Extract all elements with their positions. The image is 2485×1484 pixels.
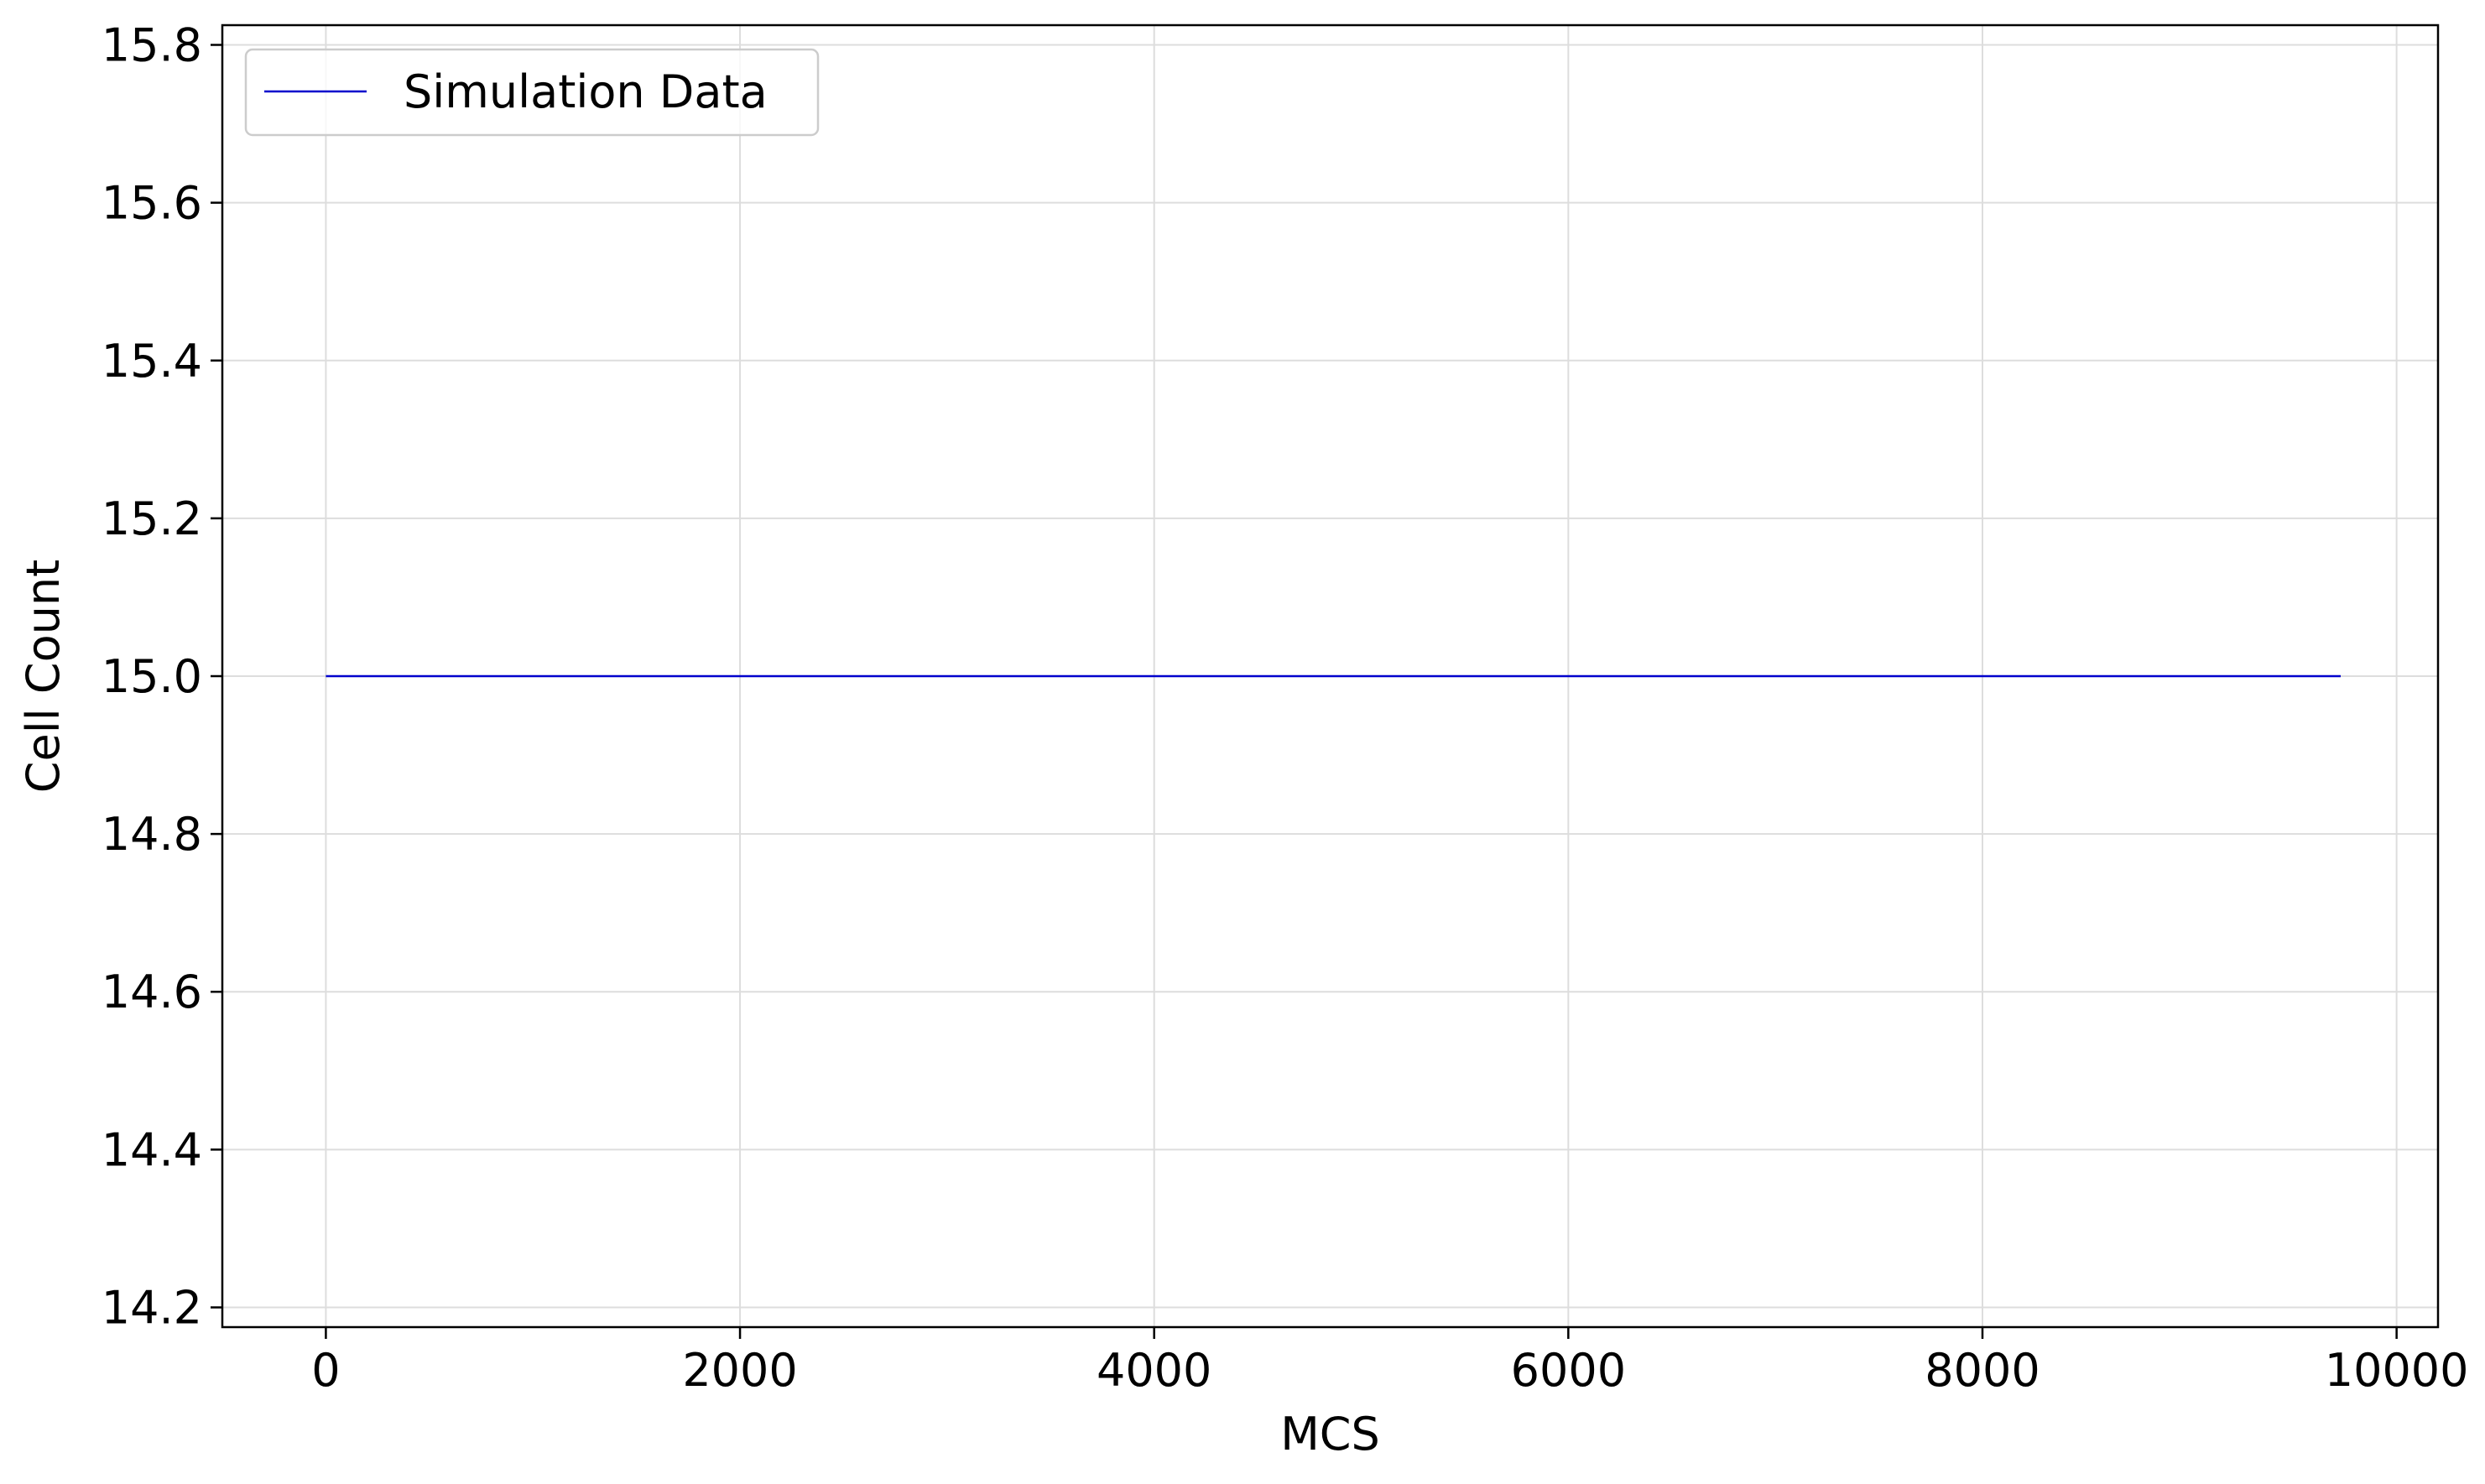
y-tick-label: 15.2	[102, 492, 202, 545]
x-tick-label: 2000	[682, 1344, 797, 1397]
legend: Simulation Data	[244, 48, 820, 137]
y-tick-label: 15.8	[102, 19, 202, 72]
y-axis-label: Cell Count	[17, 560, 70, 793]
y-tick-label: 14.8	[102, 808, 202, 861]
axis-ticks: 0 2000 4000 6000 8000 10000 14.2 14.4 14.6 14.8 15…	[102, 19, 2469, 1397]
y-tick-label: 15.0	[102, 650, 202, 703]
y-tick-label: 14.6	[102, 966, 202, 1018]
x-tick-label: 8000	[1925, 1344, 2040, 1397]
x-tick-label: 10000	[2325, 1344, 2469, 1397]
legend-label-simulation-data: Simulation Data	[404, 65, 768, 118]
y-tick-label: 15.4	[102, 335, 202, 388]
x-axis-label: MCS	[1280, 1408, 1380, 1461]
x-tick-label: 6000	[1511, 1344, 1626, 1397]
legend-box	[244, 48, 820, 137]
x-tick-label: 0	[311, 1344, 340, 1397]
y-tick-label: 14.2	[102, 1281, 202, 1334]
y-tick-label: 15.6	[102, 177, 202, 230]
y-tick-label: 14.4	[102, 1123, 202, 1176]
x-tick-label: 4000	[1097, 1344, 1211, 1397]
